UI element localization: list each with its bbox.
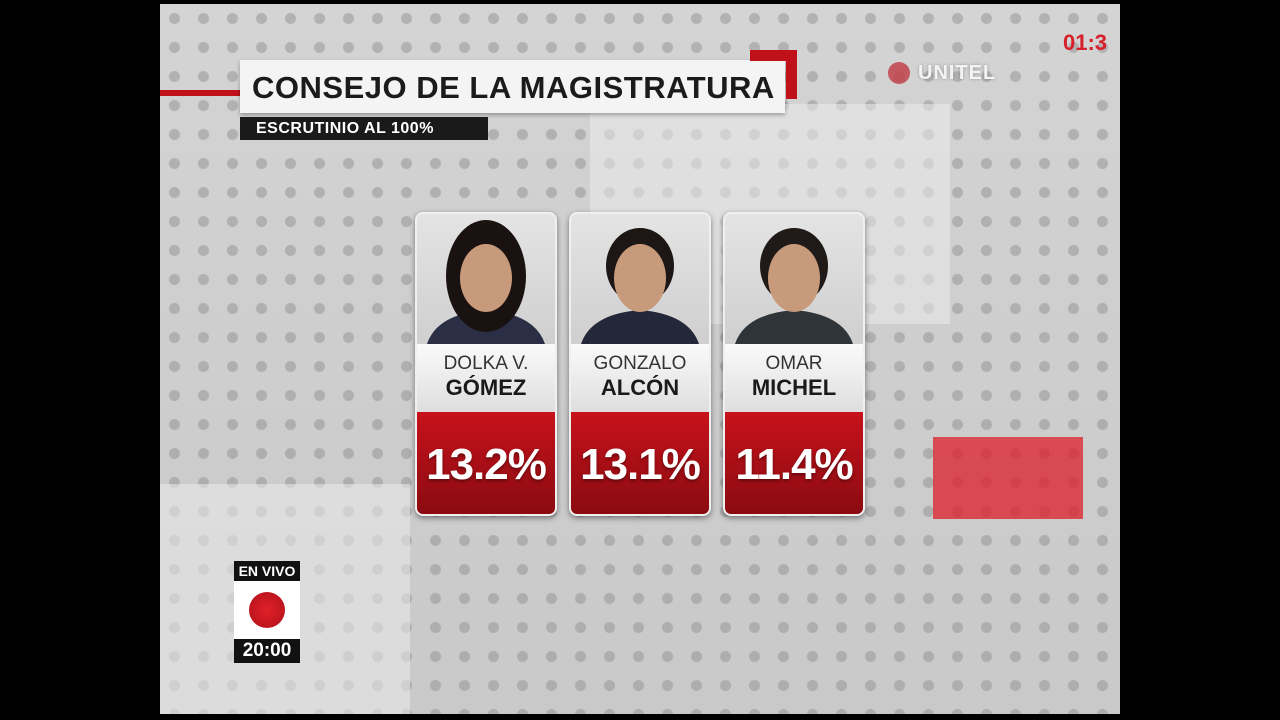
live-time: 20:00 bbox=[234, 639, 300, 663]
candidate-name: GONZALO ALCÓN bbox=[571, 344, 709, 412]
portrait-face bbox=[768, 244, 820, 312]
percent: 13.2% bbox=[426, 440, 547, 489]
last-name: MICHEL bbox=[751, 375, 837, 400]
logo-icon bbox=[888, 62, 910, 84]
candidate-photo bbox=[417, 214, 555, 344]
live-badge: EN VIVO 20:00 bbox=[234, 561, 300, 663]
subtitle: ESCRUTINIO AL 100% bbox=[256, 120, 434, 137]
candidate-photo bbox=[725, 214, 863, 344]
candidate-name: DOLKA V. GÓMEZ bbox=[417, 344, 555, 412]
background-accent bbox=[933, 437, 1083, 519]
title-box: CONSEJO DE LA MAGISTRATURA bbox=[240, 60, 785, 113]
percent-box: 13.2% bbox=[417, 412, 555, 514]
portrait-face bbox=[614, 244, 666, 312]
portrait-face bbox=[460, 244, 512, 312]
portrait-body bbox=[735, 310, 853, 344]
first-name: OMAR bbox=[765, 353, 823, 374]
candidate-card: DOLKA V. GÓMEZ 13.2% bbox=[415, 212, 557, 516]
live-icon bbox=[234, 581, 300, 639]
portrait bbox=[735, 228, 853, 344]
percent: 11.4% bbox=[735, 440, 853, 489]
title-bracket bbox=[750, 50, 797, 99]
last-name: GÓMEZ bbox=[445, 375, 527, 400]
live-label: EN VIVO bbox=[234, 561, 300, 581]
candidate-card: GONZALO ALCÓN 13.1% bbox=[569, 212, 711, 516]
last-name: ALCÓN bbox=[600, 375, 680, 400]
portrait bbox=[427, 220, 545, 344]
accent-line bbox=[160, 90, 240, 96]
title: CONSEJO DE LA MAGISTRATURA bbox=[252, 70, 775, 105]
percent: 13.1% bbox=[580, 440, 701, 489]
channel-logo: UNITEL bbox=[918, 62, 997, 84]
candidate-photo bbox=[571, 214, 709, 344]
portrait bbox=[581, 228, 699, 344]
first-name: DOLKA V. bbox=[443, 353, 529, 374]
subtitle-box: ESCRUTINIO AL 100% bbox=[240, 117, 488, 140]
broadcast-screen: CONSEJO DE LA MAGISTRATURA ESCRUTINIO AL… bbox=[160, 4, 1120, 714]
percent-box: 13.1% bbox=[571, 412, 709, 514]
first-name: GONZALO bbox=[593, 353, 687, 374]
portrait-body bbox=[581, 310, 699, 344]
clock: 01:3 bbox=[1063, 30, 1108, 55]
percent-box: 11.4% bbox=[725, 412, 863, 514]
candidate-card: OMAR MICHEL 11.4% bbox=[723, 212, 865, 516]
candidate-name: OMAR MICHEL bbox=[725, 344, 863, 412]
live-icon-globe bbox=[249, 592, 285, 628]
